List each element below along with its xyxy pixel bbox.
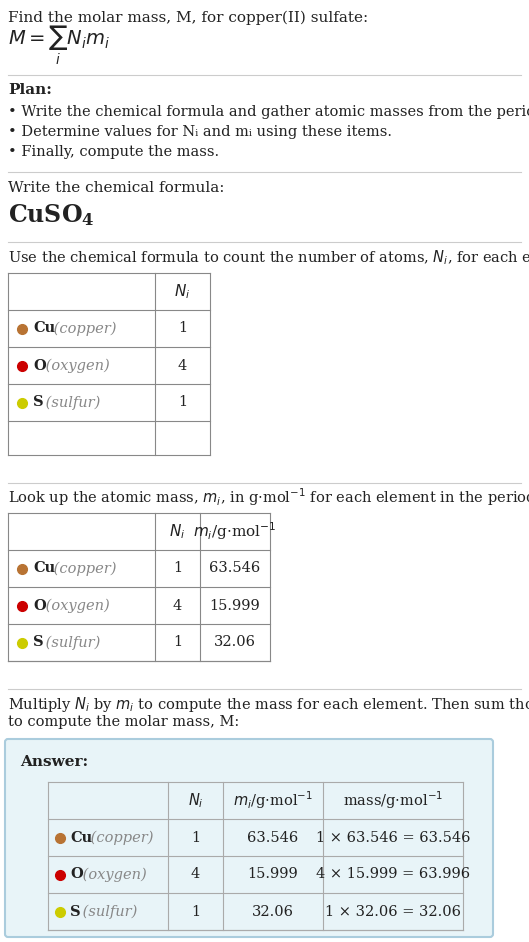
Text: S: S xyxy=(70,904,80,918)
Text: Find the molar mass, M, for copper(II) sulfate:: Find the molar mass, M, for copper(II) s… xyxy=(8,10,368,25)
Text: 15.999: 15.999 xyxy=(248,868,298,882)
Text: 63.546: 63.546 xyxy=(209,561,261,576)
Text: 32.06: 32.06 xyxy=(252,904,294,918)
Text: $\mathregular{CuSO_4}$: $\mathregular{CuSO_4}$ xyxy=(8,202,95,228)
Text: S: S xyxy=(33,396,43,410)
Text: to compute the molar mass, M:: to compute the molar mass, M: xyxy=(8,715,239,729)
Text: Write the chemical formula:: Write the chemical formula: xyxy=(8,181,224,195)
Text: 1: 1 xyxy=(173,636,182,649)
Text: (oxygen): (oxygen) xyxy=(41,358,110,373)
Text: $M = \sum_i N_i m_i$: $M = \sum_i N_i m_i$ xyxy=(8,24,110,67)
Text: 1: 1 xyxy=(191,831,200,844)
Text: Use the chemical formula to count the number of atoms, $N_i$, for each element:: Use the chemical formula to count the nu… xyxy=(8,249,529,268)
Text: Look up the atomic mass, $m_i$, in g$\cdot$mol$^{-1}$ for each element in the pe: Look up the atomic mass, $m_i$, in g$\cd… xyxy=(8,486,529,508)
Text: $N_i$: $N_i$ xyxy=(169,522,186,541)
Text: (copper): (copper) xyxy=(49,321,116,335)
Text: mass/g$\cdot$mol$^{-1}$: mass/g$\cdot$mol$^{-1}$ xyxy=(343,789,443,811)
Text: 32.06: 32.06 xyxy=(214,636,256,649)
Text: 1: 1 xyxy=(191,904,200,918)
Text: Cu: Cu xyxy=(33,561,55,576)
Text: S: S xyxy=(33,636,43,649)
Text: O: O xyxy=(70,868,83,882)
Text: $N_i$: $N_i$ xyxy=(175,283,190,300)
Text: 1: 1 xyxy=(178,321,187,335)
Text: 4: 4 xyxy=(191,868,200,882)
Text: (sulfur): (sulfur) xyxy=(41,635,101,650)
Text: 4: 4 xyxy=(173,598,182,612)
Text: 4: 4 xyxy=(178,359,187,372)
Text: • Determine values for Nᵢ and mᵢ using these items.: • Determine values for Nᵢ and mᵢ using t… xyxy=(8,125,392,139)
Text: (sulfur): (sulfur) xyxy=(41,396,101,410)
Text: 1: 1 xyxy=(178,396,187,410)
Text: 4 × 15.999 = 63.996: 4 × 15.999 = 63.996 xyxy=(316,868,470,882)
Text: (copper): (copper) xyxy=(86,830,153,845)
Text: $m_i$/g$\cdot$mol$^{-1}$: $m_i$/g$\cdot$mol$^{-1}$ xyxy=(193,521,277,543)
Text: 15.999: 15.999 xyxy=(209,598,260,612)
Text: 1 × 63.546 = 63.546: 1 × 63.546 = 63.546 xyxy=(316,831,470,844)
Text: Cu: Cu xyxy=(70,831,92,844)
Text: (oxygen): (oxygen) xyxy=(41,598,110,612)
FancyBboxPatch shape xyxy=(5,739,493,937)
Text: • Finally, compute the mass.: • Finally, compute the mass. xyxy=(8,145,219,159)
Text: Plan:: Plan: xyxy=(8,83,52,97)
Text: Cu: Cu xyxy=(33,321,55,335)
Text: (oxygen): (oxygen) xyxy=(78,868,147,882)
Text: (sulfur): (sulfur) xyxy=(78,904,138,918)
Text: (copper): (copper) xyxy=(49,561,116,576)
Text: O: O xyxy=(33,359,45,372)
Text: Answer:: Answer: xyxy=(20,755,88,769)
Text: $N_i$: $N_i$ xyxy=(188,791,203,810)
Text: • Write the chemical formula and gather atomic masses from the periodic table.: • Write the chemical formula and gather … xyxy=(8,105,529,119)
Text: Multiply $N_i$ by $m_i$ to compute the mass for each element. Then sum those val: Multiply $N_i$ by $m_i$ to compute the m… xyxy=(8,694,529,713)
Text: O: O xyxy=(33,598,45,612)
Text: 1 × 32.06 = 32.06: 1 × 32.06 = 32.06 xyxy=(325,904,461,918)
Text: 63.546: 63.546 xyxy=(248,831,299,844)
Text: 1: 1 xyxy=(173,561,182,576)
Text: $m_i$/g$\cdot$mol$^{-1}$: $m_i$/g$\cdot$mol$^{-1}$ xyxy=(233,789,313,811)
